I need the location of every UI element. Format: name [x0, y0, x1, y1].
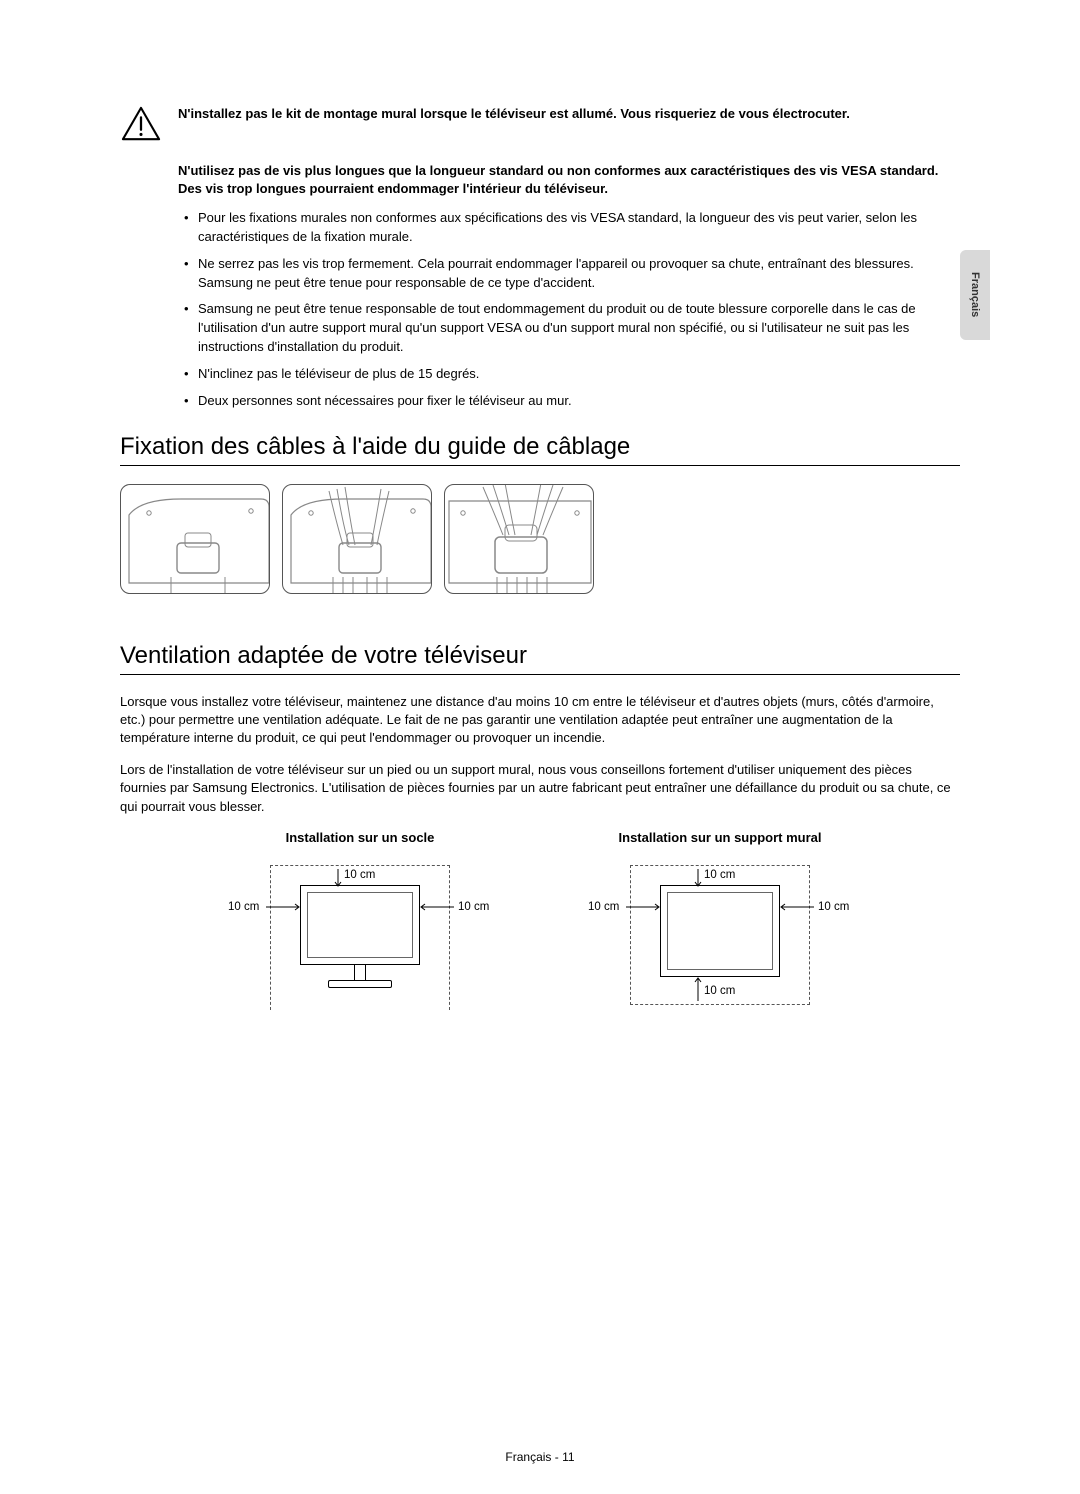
language-tab-label: Français: [969, 272, 981, 317]
cable-figure-3: [444, 484, 594, 594]
dim-arrows: [210, 855, 510, 1025]
dim-arrows: [570, 855, 870, 1025]
install-wall-title: Installation sur un support mural: [570, 830, 870, 845]
install-wall-column: Installation sur un support mural 10 cm …: [570, 830, 870, 1025]
ventilation-para-2: Lors de l'installation de votre télévise…: [120, 761, 960, 816]
install-wall-diagram: 10 cm 10 cm 10 cm 10 cm: [570, 855, 870, 1025]
cable-guide-figures: [120, 484, 960, 594]
language-tab: Français: [960, 250, 990, 340]
cable-figure-1: [120, 484, 270, 594]
install-stand-title: Installation sur un socle: [210, 830, 510, 845]
warning-block-1: N'installez pas le kit de montage mural …: [120, 105, 960, 148]
page-footer: Français - 11: [0, 1450, 1080, 1464]
ventilation-para-1: Lorsque vous installez votre téléviseur,…: [120, 693, 960, 748]
cable-figure-2: [282, 484, 432, 594]
bullet-item: Deux personnes sont nécessaires pour fix…: [178, 392, 960, 411]
warning-icon: [120, 105, 162, 148]
warning-text-1: N'installez pas le kit de montage mural …: [178, 105, 850, 123]
install-stand-column: Installation sur un socle 10 cm 10 cm 10…: [210, 830, 510, 1025]
bullet-item: N'inclinez pas le téléviseur de plus de …: [178, 365, 960, 384]
bullet-item: Pour les fixations murales non conformes…: [178, 209, 960, 247]
warning-text-2: N'utilisez pas de vis plus longues que l…: [178, 162, 960, 197]
install-stand-diagram: 10 cm 10 cm 10 cm: [210, 855, 510, 1025]
bullet-item: Samsung ne peut être tenue responsable d…: [178, 300, 960, 357]
bullet-list: Pour les fixations murales non conformes…: [178, 209, 960, 411]
section-heading-ventilation: Ventilation adaptée de votre téléviseur: [120, 642, 960, 675]
bullet-item: Ne serrez pas les vis trop fermement. Ce…: [178, 255, 960, 293]
section-heading-cables: Fixation des câbles à l'aide du guide de…: [120, 433, 960, 466]
installation-diagrams: Installation sur un socle 10 cm 10 cm 10…: [120, 830, 960, 1025]
